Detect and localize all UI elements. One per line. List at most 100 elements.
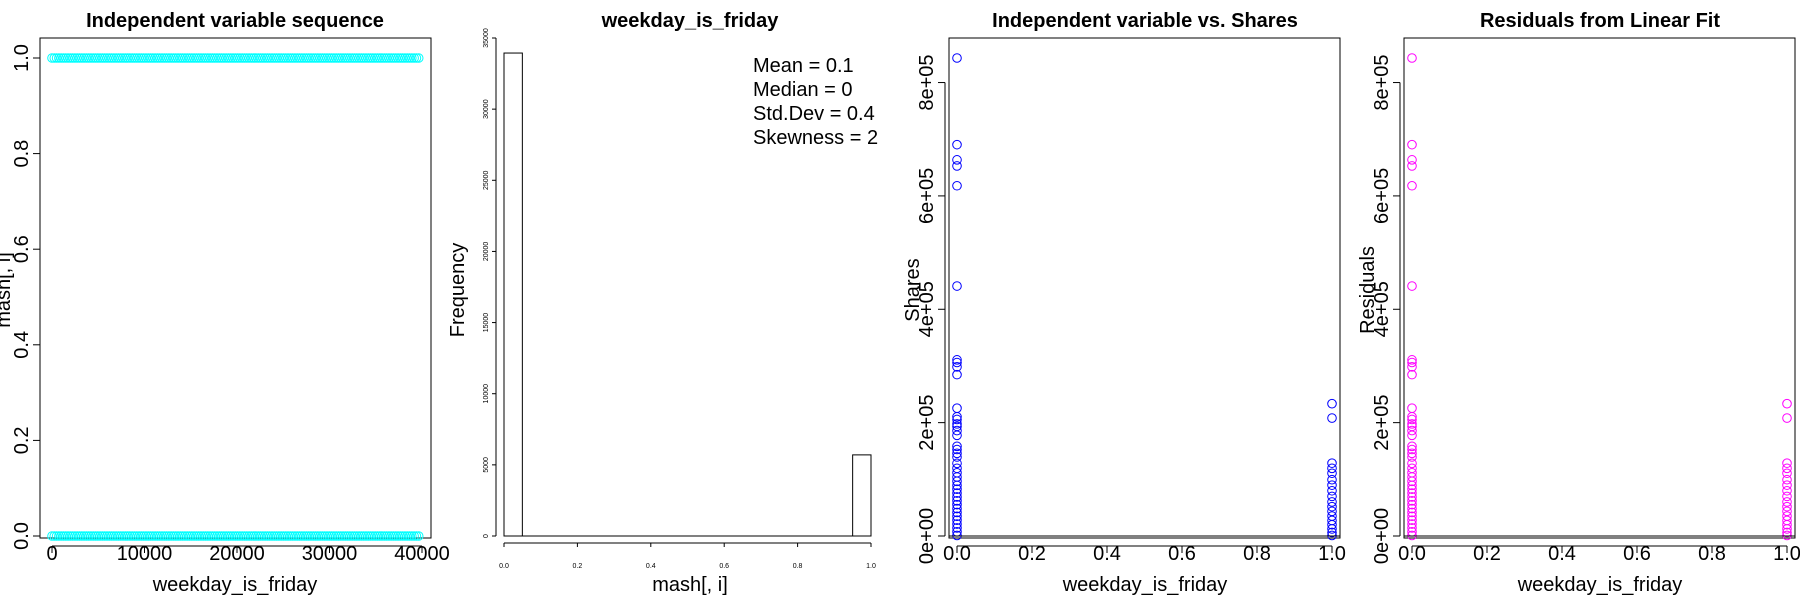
data-point	[952, 139, 962, 150]
data-point	[242, 531, 252, 541]
data-point	[246, 531, 257, 541]
data-point	[356, 53, 367, 63]
y-tick-label: 30000	[483, 99, 490, 119]
data-point	[1407, 476, 1417, 487]
x-tick-label: 1.0	[866, 563, 876, 570]
data-point	[335, 531, 346, 541]
data-point	[223, 53, 234, 63]
data-point	[952, 362, 962, 372]
data-point	[143, 53, 154, 63]
data-point	[278, 531, 289, 541]
data-point	[88, 53, 99, 63]
data-point	[319, 531, 330, 541]
data-point	[358, 531, 369, 541]
data-point	[1327, 468, 1337, 479]
data-point	[258, 53, 268, 63]
data-point	[1407, 419, 1417, 429]
data-point	[952, 511, 962, 522]
data-point	[310, 53, 321, 63]
data-point	[1327, 485, 1337, 496]
data-point	[122, 531, 133, 541]
data-point	[952, 458, 962, 469]
data-point	[1407, 425, 1417, 436]
stat-skewness: Skewness = 2	[753, 127, 878, 149]
data-point	[113, 531, 124, 541]
data-point	[335, 53, 346, 63]
plot-frame	[1403, 37, 1796, 539]
data-point	[361, 531, 371, 541]
data-point	[370, 531, 380, 541]
y-tick-label: 6e+05	[916, 168, 938, 224]
data-point	[1407, 523, 1417, 533]
data-point	[189, 53, 199, 63]
data-point	[952, 448, 962, 459]
data-point	[322, 53, 332, 63]
data-point	[365, 53, 376, 63]
data-point	[164, 53, 174, 63]
panel-shares: Independent variable vs. Shares 0.0 0.2 0.…	[902, 10, 1346, 596]
data-point	[65, 53, 76, 63]
panel-histogram: weekday_is_friday 0.0 0.2 0.4 0.6 0.8 1.0 0 50…	[447, 10, 878, 596]
stat-mean: Mean = 0.1	[753, 55, 854, 77]
data-point	[308, 531, 319, 541]
data-point	[1327, 524, 1337, 534]
data-point	[388, 531, 399, 541]
data-point	[384, 53, 394, 63]
data-point	[952, 155, 962, 165]
data-point	[70, 53, 80, 63]
x-tick-label: 0.8	[1243, 543, 1271, 565]
y-tick-label: 0.8	[11, 140, 33, 168]
data-point	[196, 531, 206, 541]
data-point	[324, 53, 335, 63]
x-axis-label: weekday_is_friday	[152, 574, 318, 596]
x-axis: 0 10000 20000 30000 40000	[46, 543, 449, 565]
y-tick-label: 0.0	[11, 522, 33, 550]
data-point	[203, 53, 213, 63]
data-point	[1407, 496, 1417, 506]
data-point	[1327, 463, 1337, 474]
data-point	[228, 53, 238, 63]
data-point	[129, 531, 140, 541]
y-tick-label: 6e+05	[1371, 168, 1393, 224]
data-point	[264, 531, 275, 541]
data-point	[1782, 527, 1792, 538]
data-point	[333, 531, 344, 541]
data-point	[301, 531, 312, 541]
data-point	[1782, 468, 1792, 479]
x-axis-label: weekday_is_friday	[1062, 574, 1228, 596]
x-axis: 0.0 0.2 0.4 0.6 0.8 1.0	[943, 543, 1346, 565]
data-point	[386, 531, 397, 541]
data-point	[157, 53, 167, 63]
data-point	[269, 53, 280, 63]
data-point	[207, 53, 218, 63]
data-point	[173, 53, 183, 63]
data-point	[74, 53, 85, 63]
data-point	[70, 531, 80, 541]
data-point	[952, 411, 962, 422]
data-point	[264, 53, 275, 63]
data-point	[952, 476, 962, 487]
x-tick-label: 0.2	[1473, 543, 1501, 565]
data-marks	[949, 53, 1340, 541]
data-point	[315, 53, 325, 63]
data-point	[1327, 480, 1337, 490]
data-point	[374, 531, 385, 541]
data-point	[388, 53, 399, 63]
data-point	[952, 419, 962, 429]
data-point	[51, 531, 62, 541]
y-axis-label: Frequency	[447, 243, 469, 338]
x-tick-label: 40000	[394, 543, 450, 565]
data-point	[1327, 519, 1337, 530]
stat-stddev: Std.Dev = 0.4	[753, 103, 875, 125]
data-point	[242, 53, 252, 63]
data-point	[143, 531, 154, 541]
data-point	[319, 53, 330, 63]
data-point	[134, 53, 144, 63]
data-point	[356, 531, 367, 541]
y-axis: 0.0 0.2 0.4 0.6 0.8 1.0	[11, 44, 41, 550]
data-point	[287, 53, 298, 63]
data-point	[333, 53, 344, 63]
data-point	[239, 531, 250, 541]
data-point	[361, 53, 371, 63]
data-point	[1407, 458, 1417, 469]
